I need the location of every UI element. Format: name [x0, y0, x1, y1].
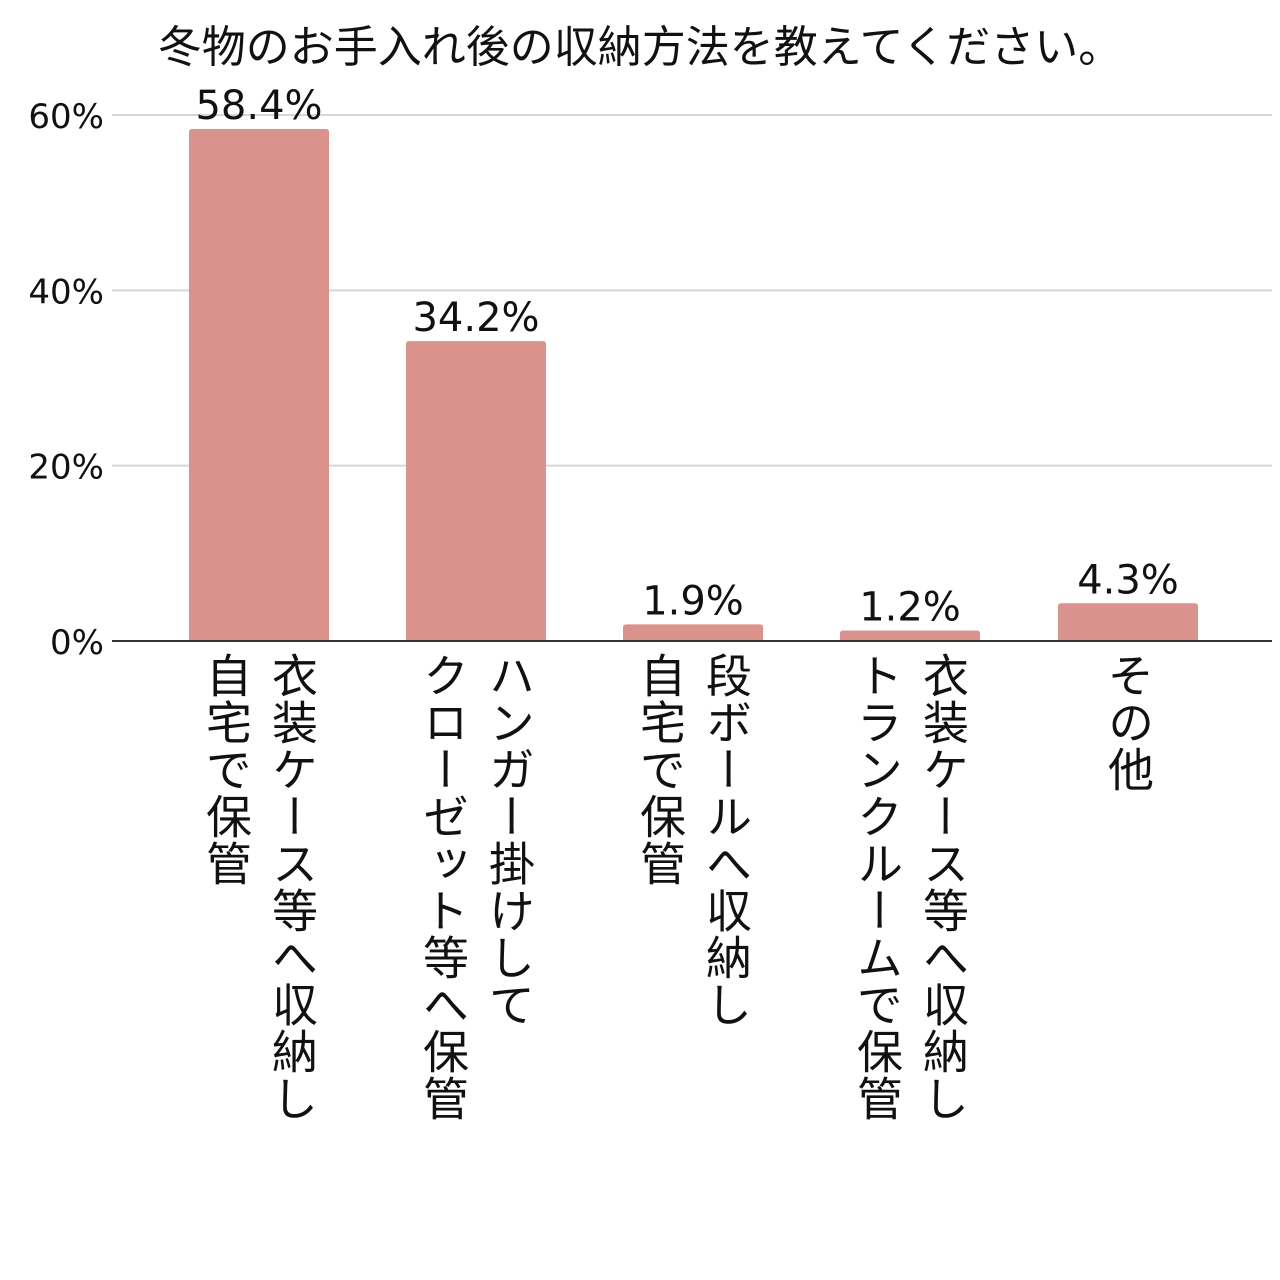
data-label: 34.2% — [412, 295, 539, 341]
x-tick-label-line: 自宅で保管 — [633, 652, 687, 887]
y-tick-label: 40% — [28, 272, 104, 312]
bar — [189, 129, 329, 641]
x-tick-label: 衣装ケース等へ収納し 自宅で保管 — [159, 652, 359, 1122]
data-label: 1.9% — [642, 578, 744, 624]
x-tick-label-line: その他 — [1101, 652, 1155, 793]
x-tick-label-line: ハンガー掛けして — [482, 652, 536, 1028]
chart-title: 冬物のお手入れ後の収納方法を教えてください。 — [157, 22, 1123, 73]
x-tick-label: ハンガー掛けして クローゼット等へ保管 — [376, 652, 576, 1122]
x-tick-label-line: クローゼット等へ保管 — [416, 652, 470, 1122]
x-tick-label: 段ボールへ収納し 自宅で保管 — [593, 652, 793, 1028]
bar — [406, 341, 546, 641]
x-tick-label-line: トランクルームで保管 — [850, 652, 904, 1122]
x-tick-label: 衣装ケース等へ収納し トランクルームで保管 — [810, 652, 1010, 1122]
y-tick-label: 0% — [50, 623, 104, 663]
bar — [1058, 603, 1198, 641]
bar — [623, 624, 763, 641]
data-label: 4.3% — [1077, 557, 1179, 603]
x-tick-label: その他 — [1028, 652, 1228, 793]
data-label: 58.4% — [195, 83, 322, 129]
bar — [840, 630, 980, 641]
x-tick-label-line: 段ボールへ収納し — [699, 652, 753, 1028]
y-tick-label: 60% — [28, 97, 104, 137]
x-tick-label-line: 自宅で保管 — [199, 652, 253, 887]
data-label: 1.2% — [859, 584, 961, 630]
x-tick-label-line: 衣装ケース等へ収納し — [916, 652, 970, 1122]
y-tick-label: 20% — [28, 448, 104, 488]
x-tick-label-line: 衣装ケース等へ収納し — [265, 652, 319, 1122]
